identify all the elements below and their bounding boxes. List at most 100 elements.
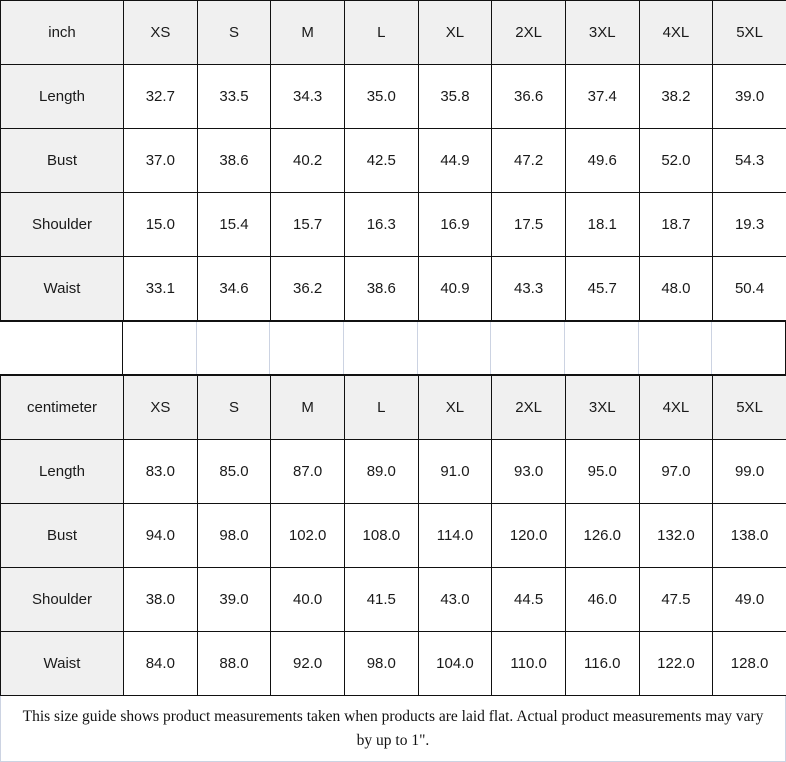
- row-label-waist: Waist: [0, 256, 124, 321]
- cell-bust-xl: 114.0: [417, 502, 493, 568]
- cell-length-xl: 35.8: [417, 64, 493, 129]
- row-label-length: Length: [0, 64, 124, 129]
- table-row: Waist 84.0 88.0 92.0 98.0 104.0 110.0 11…: [0, 630, 786, 696]
- cell-waist-l: 98.0: [343, 630, 419, 696]
- cell-waist-l: 38.6: [343, 256, 419, 321]
- cell-bust-5xl: 54.3: [712, 128, 786, 193]
- cell-length-3xl: 95.0: [564, 438, 640, 504]
- size-guide-footnote: This size guide shows product measuremen…: [0, 695, 786, 762]
- size-table-inch: inch XS S M L XL 2XL 3XL 4XL 5XL Length …: [0, 0, 786, 321]
- cell-shoulder-2xl: 44.5: [491, 566, 566, 632]
- cell-shoulder-xs: 15.0: [123, 192, 198, 257]
- cell-shoulder-4xl: 18.7: [638, 192, 714, 257]
- size-header-xl: XL: [417, 0, 493, 65]
- cell-waist-xl: 40.9: [417, 256, 493, 321]
- cell-length-2xl: 93.0: [491, 438, 566, 504]
- cell-length-l: 89.0: [343, 438, 419, 504]
- size-header-4xl: 4XL: [638, 0, 714, 65]
- table-row: Length 83.0 85.0 87.0 89.0 91.0 93.0 95.…: [0, 438, 786, 504]
- separator-cell: [417, 322, 492, 374]
- cell-bust-2xl: 47.2: [491, 128, 566, 193]
- size-header-m: M: [270, 0, 345, 65]
- row-label-length: Length: [0, 438, 124, 504]
- size-header-xl: XL: [417, 374, 493, 440]
- cell-waist-s: 88.0: [196, 630, 272, 696]
- table-row: Waist 33.1 34.6 36.2 38.6 40.9 43.3 45.7…: [0, 256, 786, 321]
- cell-waist-xs: 84.0: [123, 630, 198, 696]
- cell-bust-4xl: 132.0: [638, 502, 714, 568]
- cell-shoulder-l: 41.5: [343, 566, 419, 632]
- cell-length-2xl: 36.6: [491, 64, 566, 129]
- separator-cell: [196, 322, 271, 374]
- cell-bust-4xl: 52.0: [638, 128, 714, 193]
- cell-waist-s: 34.6: [196, 256, 272, 321]
- cell-bust-3xl: 126.0: [564, 502, 640, 568]
- cell-shoulder-m: 15.7: [270, 192, 345, 257]
- cell-bust-5xl: 138.0: [712, 502, 786, 568]
- size-header-4xl: 4XL: [638, 374, 714, 440]
- cell-shoulder-l: 16.3: [343, 192, 419, 257]
- cell-bust-xl: 44.9: [417, 128, 493, 193]
- cell-shoulder-m: 40.0: [270, 566, 345, 632]
- cell-length-xs: 83.0: [123, 438, 198, 504]
- cell-shoulder-5xl: 49.0: [712, 566, 786, 632]
- row-label-bust: Bust: [0, 502, 124, 568]
- cell-waist-4xl: 122.0: [638, 630, 714, 696]
- cell-length-4xl: 38.2: [638, 64, 714, 129]
- size-header-s: S: [196, 374, 272, 440]
- cell-shoulder-s: 15.4: [196, 192, 272, 257]
- unit-label-inch: inch: [0, 0, 124, 65]
- size-header-l: L: [343, 374, 419, 440]
- size-header-s: S: [196, 0, 272, 65]
- cell-waist-xl: 104.0: [417, 630, 493, 696]
- cell-waist-m: 92.0: [270, 630, 345, 696]
- separator-cell: [123, 322, 197, 374]
- cell-length-m: 87.0: [270, 438, 345, 504]
- separator-cell: [638, 322, 713, 374]
- cell-bust-m: 102.0: [270, 502, 345, 568]
- size-header-3xl: 3XL: [564, 374, 640, 440]
- cell-shoulder-xl: 43.0: [417, 566, 493, 632]
- cell-length-5xl: 99.0: [712, 438, 786, 504]
- separator-cell: [343, 322, 418, 374]
- cell-waist-4xl: 48.0: [638, 256, 714, 321]
- cell-shoulder-s: 39.0: [196, 566, 272, 632]
- cell-shoulder-3xl: 46.0: [564, 566, 640, 632]
- cell-waist-m: 36.2: [270, 256, 345, 321]
- cell-bust-xs: 94.0: [123, 502, 198, 568]
- size-header-2xl: 2XL: [491, 374, 566, 440]
- cell-waist-5xl: 50.4: [712, 256, 786, 321]
- size-header-3xl: 3XL: [564, 0, 640, 65]
- cell-bust-l: 42.5: [343, 128, 419, 193]
- cell-length-4xl: 97.0: [638, 438, 714, 504]
- separator-cell: [712, 322, 786, 374]
- cell-length-xs: 32.7: [123, 64, 198, 129]
- cell-waist-2xl: 43.3: [491, 256, 566, 321]
- cell-shoulder-2xl: 17.5: [491, 192, 566, 257]
- table-row: Bust 94.0 98.0 102.0 108.0 114.0 120.0 1…: [0, 502, 786, 568]
- separator-label-cell: [0, 322, 123, 374]
- cell-length-5xl: 39.0: [712, 64, 786, 129]
- separator-cell: [270, 322, 344, 374]
- cell-bust-s: 98.0: [196, 502, 272, 568]
- cell-length-s: 33.5: [196, 64, 272, 129]
- cell-shoulder-5xl: 19.3: [712, 192, 786, 257]
- cell-bust-3xl: 49.6: [564, 128, 640, 193]
- cell-bust-l: 108.0: [343, 502, 419, 568]
- row-label-bust: Bust: [0, 128, 124, 193]
- table-header-row: inch XS S M L XL 2XL 3XL 4XL 5XL: [0, 0, 786, 65]
- unit-label-centimeter: centimeter: [0, 374, 124, 440]
- size-header-m: M: [270, 374, 345, 440]
- cell-shoulder-xs: 38.0: [123, 566, 198, 632]
- table-row: Shoulder 15.0 15.4 15.7 16.3 16.9 17.5 1…: [0, 192, 786, 257]
- separator-cell: [491, 322, 565, 374]
- row-label-waist: Waist: [0, 630, 124, 696]
- size-table-centimeter: centimeter XS S M L XL 2XL 3XL 4XL 5XL L…: [0, 374, 786, 696]
- cell-length-s: 85.0: [196, 438, 272, 504]
- size-header-5xl: 5XL: [712, 0, 786, 65]
- cell-bust-m: 40.2: [270, 128, 345, 193]
- cell-shoulder-xl: 16.9: [417, 192, 493, 257]
- separator-cell: [564, 322, 639, 374]
- size-header-5xl: 5XL: [712, 374, 786, 440]
